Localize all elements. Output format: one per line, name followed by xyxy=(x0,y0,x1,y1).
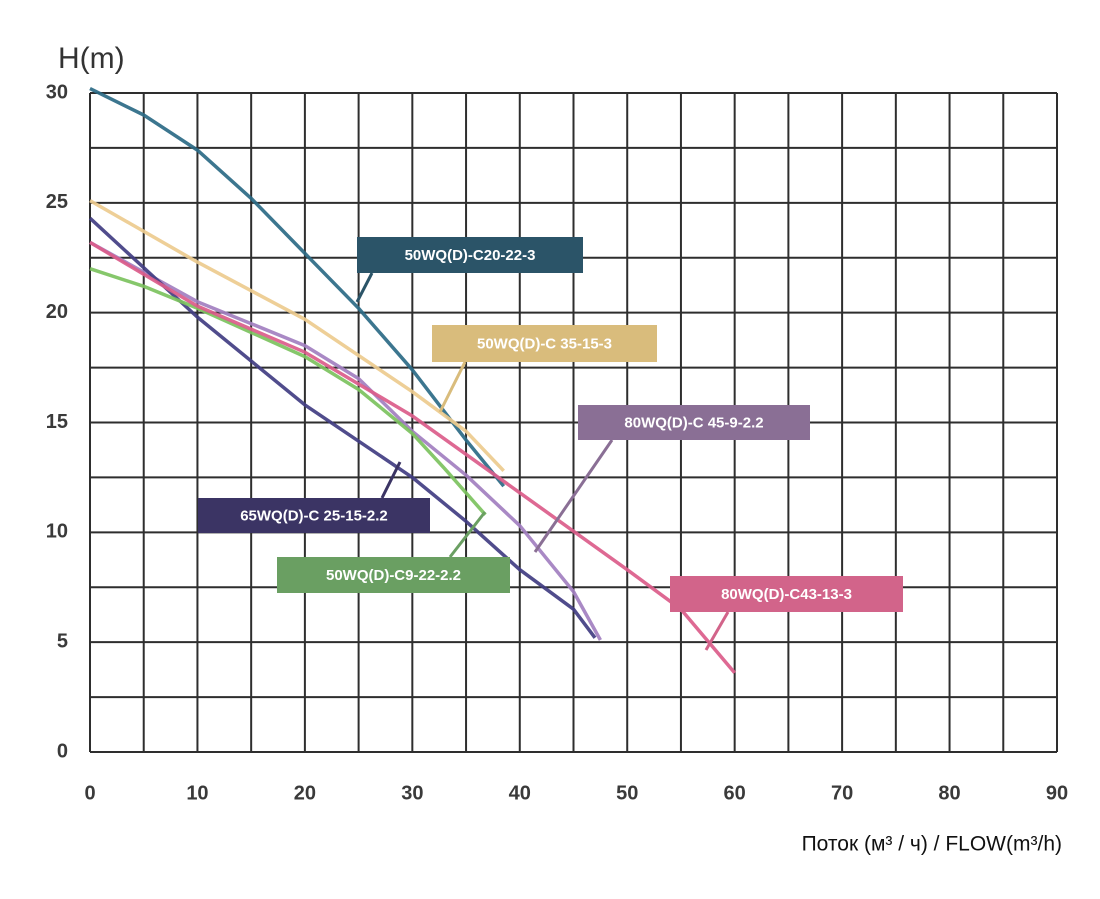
leader-line xyxy=(704,611,730,651)
x-tick-label: 20 xyxy=(294,782,316,804)
x-tick-label: 80 xyxy=(938,782,960,804)
series-line xyxy=(89,267,487,516)
leader-line xyxy=(438,361,467,413)
legend-box xyxy=(432,325,657,362)
leader-line xyxy=(380,461,402,499)
x-tick-label: 40 xyxy=(509,782,531,804)
legend-box xyxy=(670,576,903,612)
y-tick-label: 10 xyxy=(46,521,68,543)
series-line xyxy=(88,216,597,639)
x-tick-label: 90 xyxy=(1046,782,1068,804)
series-line xyxy=(89,199,505,473)
y-axis-label: H(m) xyxy=(58,42,125,75)
legend-label: 50WQ(D)-C 35-15-3 xyxy=(477,335,612,352)
x-tick-label: 50 xyxy=(616,782,638,804)
legend-box xyxy=(198,498,430,533)
legend-box xyxy=(578,405,810,440)
y-tick-label: 0 xyxy=(57,740,68,762)
y-tick-label: 15 xyxy=(46,411,68,433)
y-tick-label: 20 xyxy=(46,301,68,323)
x-tick-label: 10 xyxy=(186,782,208,804)
x-axis-label: Поток (м³ / ч) / FLOW(m³/h) xyxy=(802,833,1062,856)
leader-line xyxy=(355,272,374,303)
x-tick-label: 70 xyxy=(831,782,853,804)
y-tick-label: 5 xyxy=(57,630,68,652)
x-tick-label: 30 xyxy=(401,782,423,804)
x-tick-label: 0 xyxy=(84,782,95,804)
y-tick-label: 25 xyxy=(46,191,68,213)
legend-label: 50WQ(D)-C20-22-3 xyxy=(405,247,536,264)
legend-label: 50WQ(D)-C9-22-2.2 xyxy=(326,567,461,584)
legend-label: 80WQ(D)-C43-13-3 xyxy=(721,586,852,603)
leader-line xyxy=(533,439,614,553)
legend-box xyxy=(357,237,583,273)
legend-label: 65WQ(D)-C 25-15-2.2 xyxy=(240,507,388,524)
x-tick-label: 60 xyxy=(724,782,746,804)
leader-line xyxy=(448,511,487,558)
legend-box xyxy=(277,557,510,593)
legend-label: 80WQ(D)-C 45-9-2.2 xyxy=(624,414,763,431)
y-tick-label: 30 xyxy=(46,81,68,103)
